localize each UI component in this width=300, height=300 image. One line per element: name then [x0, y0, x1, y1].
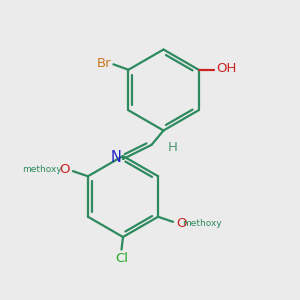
- Text: Br: Br: [97, 57, 111, 70]
- Text: O: O: [59, 163, 69, 176]
- Text: methoxy: methoxy: [22, 165, 62, 174]
- Text: methoxy: methoxy: [182, 219, 222, 228]
- Text: O: O: [177, 217, 187, 230]
- Text: H: H: [168, 141, 178, 154]
- Text: OH: OH: [216, 62, 236, 75]
- Text: N: N: [111, 150, 122, 165]
- Text: Cl: Cl: [115, 252, 128, 265]
